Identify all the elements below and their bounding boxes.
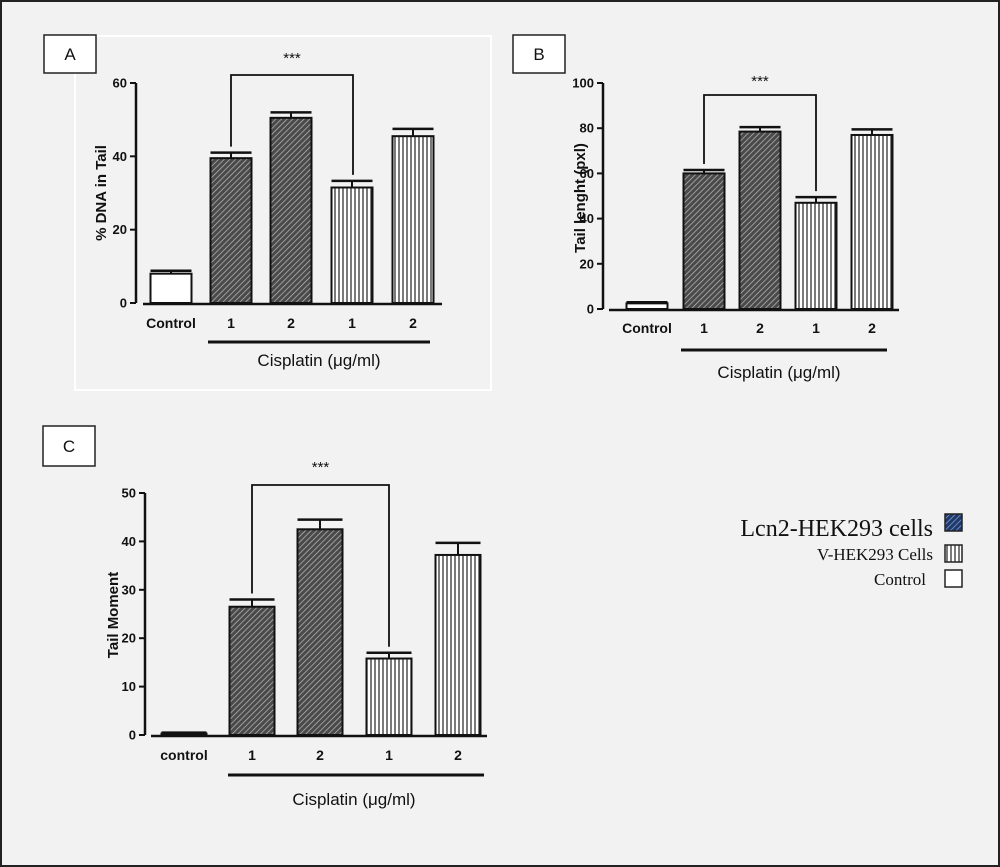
bar — [228, 605, 276, 736]
y-tick-label: 60 — [113, 76, 127, 91]
bar-group — [269, 111, 313, 305]
y-axis-label: Tail Moment — [105, 572, 122, 658]
category-label: 2 — [868, 320, 876, 336]
panel-label: B — [533, 45, 544, 64]
bar — [365, 657, 413, 737]
y-axis-label: % DNA in Tail — [93, 145, 110, 241]
bar — [209, 157, 253, 304]
bar-group — [149, 269, 193, 304]
panel-label-box — [512, 34, 566, 74]
bar-group — [209, 151, 253, 304]
y-tick-label: 50 — [122, 486, 136, 501]
category-label: 1 — [227, 315, 235, 331]
panel-c: C 0 10 20 30 40 50 Tail Moment control 1 2 1 2 Cispla… — [42, 425, 487, 809]
y-tick-label: 20 — [122, 631, 136, 646]
legend-item: Lcn2-HEK293 cells — [740, 513, 963, 542]
y-tick-label: 40 — [113, 149, 127, 164]
bar — [391, 135, 435, 304]
bar — [296, 528, 344, 736]
category-label: 1 — [812, 320, 820, 336]
bar — [330, 186, 374, 304]
bar — [682, 172, 726, 310]
category-label: 1 — [700, 320, 708, 336]
y-tick-label: 0 — [120, 296, 127, 311]
legend-item: Control — [874, 569, 963, 589]
bar-group — [682, 168, 726, 310]
category-label: 1 — [385, 747, 393, 763]
y-axis-label: Tail lenght (pxl) — [572, 143, 589, 253]
y-tick-label: 0 — [129, 728, 136, 743]
bar-group — [365, 651, 413, 737]
y-tick-label: 40 — [122, 534, 136, 549]
y-tick-label: 20 — [113, 222, 127, 237]
x-axis-label: Cisplatin (μg/ml) — [717, 363, 840, 382]
bar-group — [794, 195, 838, 310]
category-label: Control — [146, 315, 196, 331]
x-axis-label: Cisplatin (μg/ml) — [257, 351, 380, 370]
bar-group — [160, 731, 208, 737]
legend-label: Lcn2-HEK293 cells — [740, 516, 933, 542]
bar-group — [296, 518, 344, 736]
significance-bracket — [251, 484, 390, 647]
bar-group — [850, 128, 894, 310]
bar — [149, 272, 193, 304]
x-axis-label: Cisplatin (μg/ml) — [292, 790, 415, 809]
bar — [625, 302, 669, 311]
bar-group — [330, 179, 374, 304]
bar — [434, 553, 482, 737]
category-label: 2 — [316, 747, 324, 763]
legend-label: Control — [874, 570, 926, 589]
panel-label: C — [63, 437, 75, 456]
category-label: 2 — [454, 747, 462, 763]
bar-group — [391, 127, 435, 304]
panel-label-box — [43, 34, 97, 74]
y-tick-label: 40 — [580, 211, 594, 226]
significance-label: *** — [312, 459, 330, 476]
y-tick-label: 30 — [122, 582, 136, 597]
panel-a-frame — [74, 35, 492, 391]
panel-label: A — [64, 45, 76, 64]
category-label: 1 — [248, 747, 256, 763]
y-tick-label: 60 — [580, 166, 594, 181]
legend-swatch — [944, 544, 963, 563]
y-tick-label: 80 — [580, 121, 594, 136]
bar-group — [738, 125, 782, 310]
y-tick-label: 100 — [572, 76, 594, 91]
legend: Lcn2-HEK293 cells V-HEK293 Cells Control — [740, 513, 963, 589]
significance-bracket — [230, 74, 354, 175]
category-label: control — [160, 747, 207, 763]
category-label: Control — [622, 320, 672, 336]
panel-label-box — [42, 425, 96, 467]
bar-group — [434, 541, 482, 737]
legend-item: V-HEK293 Cells — [817, 544, 963, 564]
category-label: 2 — [756, 320, 764, 336]
legend-swatch — [944, 569, 963, 588]
category-label: 1 — [348, 315, 356, 331]
panel-b: B 0 20 40 60 80 100 Tail lenght (pxl) Control 1 2 1… — [512, 34, 899, 382]
significance-label: *** — [283, 50, 301, 67]
panel-a: A 0 20 40 60 % DNA in Tail Control 1 2 1 2 Cisplati… — [43, 34, 442, 370]
category-label: 2 — [287, 315, 295, 331]
y-tick-label: 20 — [580, 256, 594, 271]
bar — [850, 133, 894, 310]
y-tick-label: 10 — [122, 679, 136, 694]
bar — [794, 201, 838, 310]
category-label: 2 — [409, 315, 417, 331]
significance-bracket — [703, 94, 817, 192]
significance-label: *** — [751, 73, 769, 90]
legend-label: V-HEK293 Cells — [817, 545, 933, 564]
bar-group — [625, 300, 669, 311]
legend-swatch — [944, 513, 963, 532]
y-tick-label: 0 — [587, 302, 594, 317]
bar — [738, 130, 782, 310]
bar — [269, 116, 313, 305]
bar-group — [228, 598, 276, 736]
